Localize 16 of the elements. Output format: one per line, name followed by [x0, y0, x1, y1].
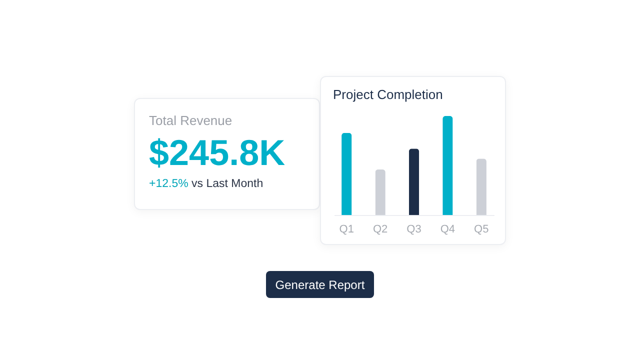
text: Generate Report [266, 271, 374, 298]
x-tick-label: Q2 [372, 224, 388, 236]
text: $245.8K [149, 132, 286, 174]
x-tick-label: Q5 [474, 224, 489, 236]
bar [342, 132, 352, 215]
text: +12.5% [149, 178, 188, 190]
bar [476, 158, 486, 215]
bar [375, 169, 386, 215]
text: vs Last Month [190, 178, 264, 190]
x-tick-label: Q1 [339, 224, 354, 236]
x-tick-label: Q4 [440, 224, 456, 236]
chart-title: Project Completion [333, 87, 443, 102]
x-tick-label: Q3 [406, 224, 422, 236]
bar [408, 148, 420, 215]
bar [442, 116, 453, 215]
text: Total Revenue [149, 113, 234, 128]
